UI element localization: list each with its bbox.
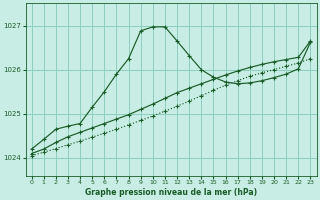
X-axis label: Graphe pression niveau de la mer (hPa): Graphe pression niveau de la mer (hPa) (85, 188, 257, 197)
